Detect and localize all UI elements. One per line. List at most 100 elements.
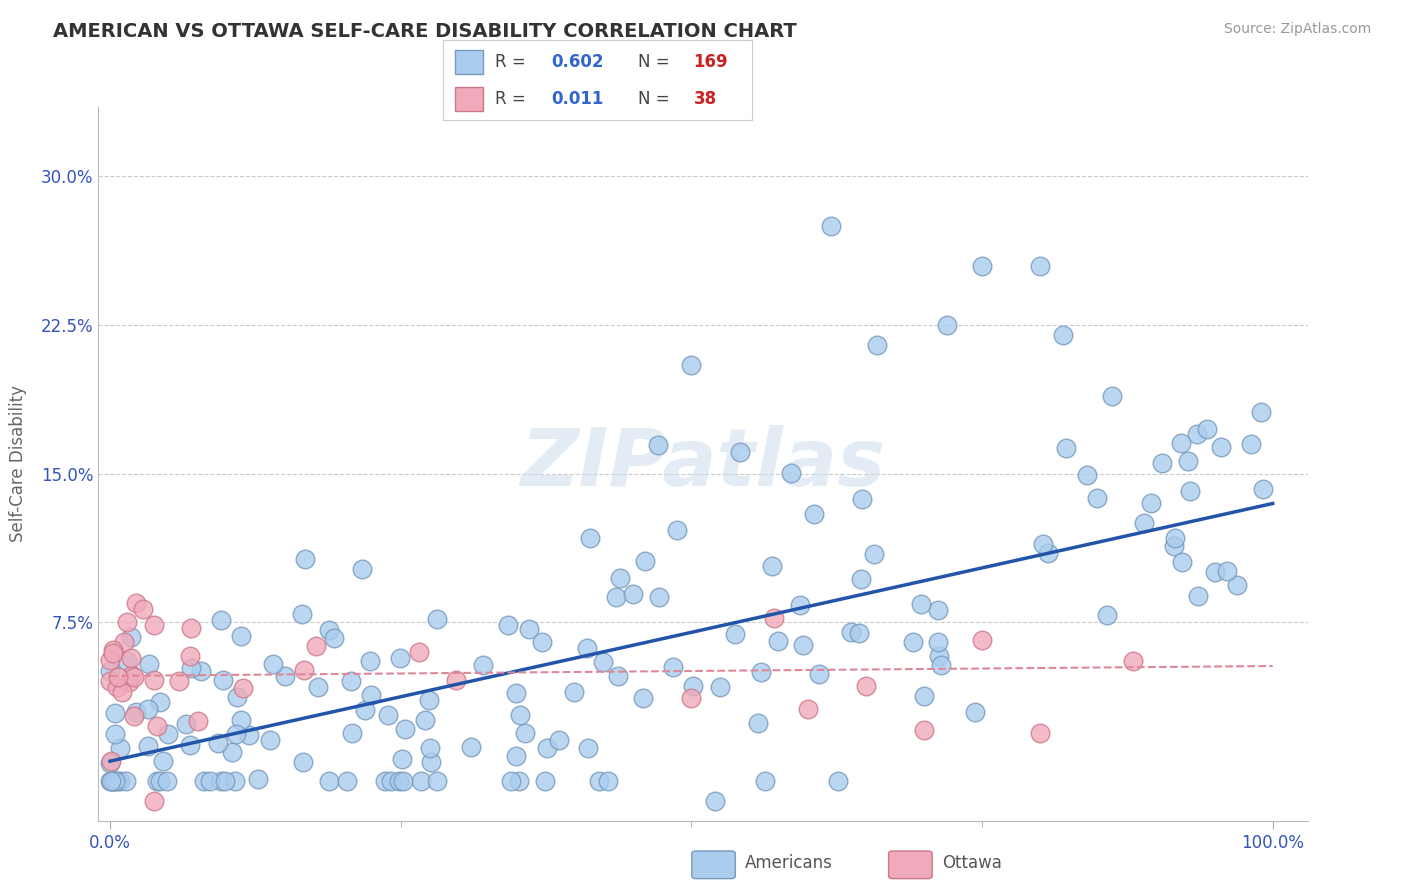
Point bbox=[179, 738, 201, 752]
Point bbox=[1209, 440, 1232, 454]
Point bbox=[1095, 607, 1118, 622]
Point bbox=[749, 665, 772, 679]
Point bbox=[100, 774, 122, 789]
Point bbox=[291, 755, 314, 769]
Point bbox=[209, 613, 232, 627]
Point bbox=[519, 622, 541, 636]
Point bbox=[294, 552, 316, 566]
Point bbox=[101, 774, 124, 789]
Point bbox=[214, 774, 236, 789]
Point bbox=[291, 607, 314, 622]
Point bbox=[754, 774, 776, 789]
Point bbox=[101, 647, 124, 661]
Point bbox=[340, 726, 363, 740]
Point bbox=[576, 641, 599, 656]
Point bbox=[394, 722, 416, 736]
Point bbox=[124, 596, 146, 610]
Point bbox=[339, 674, 361, 689]
Point bbox=[851, 491, 873, 506]
Point bbox=[131, 601, 153, 615]
Point bbox=[138, 702, 160, 716]
Point bbox=[1139, 496, 1161, 510]
Point bbox=[505, 748, 527, 763]
Point bbox=[963, 705, 986, 719]
Point bbox=[307, 680, 329, 694]
Point bbox=[827, 774, 849, 789]
Point bbox=[187, 714, 209, 729]
Point bbox=[100, 754, 122, 768]
Point bbox=[508, 774, 530, 789]
Point bbox=[927, 603, 949, 617]
Point bbox=[224, 774, 246, 789]
Point bbox=[862, 548, 884, 562]
Point bbox=[415, 713, 437, 727]
Point bbox=[274, 669, 297, 683]
Point bbox=[588, 774, 610, 789]
Point bbox=[1132, 516, 1154, 531]
Point bbox=[1163, 539, 1185, 553]
Point bbox=[125, 705, 148, 719]
Point bbox=[460, 739, 482, 754]
Point bbox=[1197, 422, 1219, 436]
Point bbox=[928, 649, 950, 664]
Point bbox=[796, 702, 818, 716]
Point bbox=[936, 318, 959, 332]
Point bbox=[136, 739, 159, 754]
Point bbox=[380, 774, 402, 789]
Point bbox=[167, 673, 190, 688]
Point bbox=[104, 727, 127, 741]
Point bbox=[970, 633, 993, 648]
Point bbox=[336, 774, 359, 789]
Point bbox=[929, 658, 952, 673]
Point bbox=[112, 635, 135, 649]
Point bbox=[262, 657, 284, 671]
Point bbox=[174, 716, 197, 731]
Point bbox=[304, 639, 326, 653]
Point bbox=[792, 638, 814, 652]
Point bbox=[318, 623, 340, 637]
Point bbox=[768, 634, 790, 648]
Point bbox=[193, 774, 215, 789]
Point bbox=[149, 695, 172, 709]
Text: Source: ZipAtlas.com: Source: ZipAtlas.com bbox=[1223, 22, 1371, 37]
Point bbox=[598, 774, 620, 789]
Point bbox=[607, 669, 630, 683]
Point bbox=[388, 774, 411, 789]
Point bbox=[212, 673, 235, 688]
Point bbox=[292, 663, 315, 677]
Point bbox=[247, 772, 270, 786]
Point bbox=[496, 618, 519, 632]
Point bbox=[98, 665, 121, 679]
Point bbox=[226, 690, 249, 704]
Point bbox=[1250, 404, 1272, 418]
Point bbox=[101, 642, 124, 657]
Point bbox=[728, 445, 751, 459]
Point bbox=[789, 598, 811, 612]
Point bbox=[609, 571, 631, 585]
Point bbox=[391, 774, 413, 789]
Point bbox=[98, 674, 121, 689]
Point bbox=[762, 611, 785, 625]
Text: 169: 169 bbox=[693, 53, 728, 70]
Point bbox=[1038, 546, 1060, 560]
Point bbox=[564, 685, 586, 699]
Point bbox=[409, 774, 432, 789]
Text: Americans: Americans bbox=[745, 855, 832, 872]
Point bbox=[322, 632, 344, 646]
Point bbox=[111, 685, 134, 699]
Point bbox=[180, 660, 202, 674]
Point bbox=[149, 774, 172, 789]
Point bbox=[1177, 454, 1199, 468]
Text: N =: N = bbox=[638, 53, 675, 70]
Point bbox=[509, 707, 531, 722]
Point bbox=[419, 755, 441, 769]
Point bbox=[408, 645, 430, 659]
Point bbox=[901, 634, 924, 648]
Text: R =: R = bbox=[495, 53, 531, 70]
Point bbox=[138, 657, 160, 671]
Point bbox=[231, 713, 253, 727]
Point bbox=[100, 756, 122, 770]
Point bbox=[104, 774, 127, 789]
Point bbox=[198, 774, 221, 789]
Point bbox=[747, 715, 769, 730]
